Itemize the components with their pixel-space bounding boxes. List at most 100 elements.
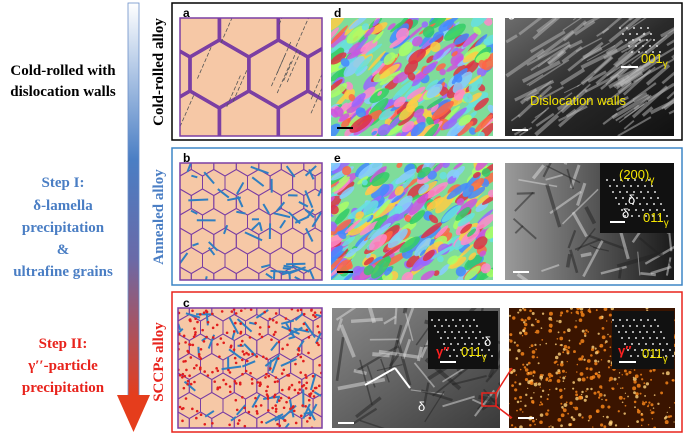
orientation-grain (331, 204, 339, 215)
particle (540, 403, 544, 406)
orientation-grain (409, 193, 429, 216)
zoom-line (495, 367, 513, 394)
particle (222, 341, 226, 345)
particle (274, 404, 277, 407)
orientation-grain (411, 78, 421, 87)
row-label: Cold-rolled alloy (151, 18, 167, 126)
particle (625, 372, 629, 376)
streak (536, 18, 557, 34)
particle (559, 336, 564, 341)
particle (260, 335, 264, 339)
orientation-grain (452, 267, 471, 280)
panel-letter: b (183, 151, 190, 165)
streak (605, 39, 624, 55)
streak (380, 358, 390, 383)
particle (301, 404, 304, 407)
particle (608, 421, 613, 426)
particle (194, 317, 197, 321)
panel-letter: g (508, 6, 515, 20)
delta-lamella (244, 231, 263, 242)
streak (637, 251, 641, 276)
delta-lamella (281, 319, 295, 325)
particle (650, 378, 653, 381)
orientation-grain (455, 266, 466, 277)
streak (474, 389, 496, 417)
streak (584, 206, 597, 225)
spot-label: (200)γ (619, 167, 654, 186)
particle (522, 329, 526, 333)
particle (539, 375, 544, 380)
particle (649, 409, 652, 411)
delta-lamella (282, 267, 291, 270)
particle (260, 420, 264, 424)
stage-label: ultrafine grains (13, 264, 113, 280)
particle (302, 322, 306, 326)
orientation-grain (467, 270, 487, 280)
orientation-grain (371, 130, 377, 136)
particle (558, 319, 562, 324)
particle (560, 360, 564, 364)
diffraction-spot (643, 197, 645, 199)
particle (242, 353, 246, 356)
particle (563, 344, 568, 349)
particle (294, 421, 298, 425)
particle (557, 417, 562, 422)
diffraction-spot (647, 319, 649, 321)
delta-lamella (178, 328, 184, 335)
diffraction-spot (434, 325, 436, 327)
particle (266, 385, 269, 388)
delta-lamella (228, 317, 240, 335)
particle (254, 321, 257, 325)
particle (299, 414, 303, 418)
particle (182, 360, 185, 363)
diffraction-spot (656, 209, 658, 211)
orientation-grain (481, 168, 491, 177)
diffraction-spot (633, 319, 635, 321)
particle (653, 426, 657, 428)
zone-text: 011 (461, 344, 482, 359)
particle (667, 415, 671, 418)
orientation-grain (331, 221, 338, 232)
streak (576, 182, 587, 206)
particle (292, 409, 296, 413)
particle (184, 397, 188, 400)
streak (616, 99, 635, 112)
particle (640, 418, 644, 422)
particle (522, 321, 526, 324)
diffraction-spot (657, 325, 659, 327)
diffraction-spot (460, 349, 462, 351)
orientation-grain (345, 81, 354, 91)
particle (228, 371, 232, 374)
diffraction-spot (647, 27, 649, 29)
orientation-grain (331, 47, 345, 66)
panel-image (505, 18, 674, 136)
particle (560, 343, 563, 347)
orientation-grain (479, 250, 487, 257)
particle (581, 390, 584, 394)
particle (194, 331, 197, 334)
streak (608, 74, 630, 89)
streak (514, 191, 534, 212)
particle (574, 325, 578, 329)
panel-image (331, 163, 493, 280)
orientation-grain (409, 210, 426, 225)
phase-label: γ′′ (618, 343, 631, 358)
particle (601, 326, 605, 330)
delta-lamella (317, 188, 322, 197)
streak (469, 308, 477, 314)
spot-sub: γ (649, 175, 654, 186)
diffraction-spot (657, 197, 659, 199)
orientation-grain (331, 18, 345, 31)
streak (567, 229, 577, 249)
particle (569, 401, 573, 405)
particle (599, 345, 602, 348)
streak (545, 174, 563, 181)
particle (596, 410, 599, 413)
orientation-grain (426, 97, 444, 109)
particle (606, 415, 609, 419)
particle (199, 366, 202, 370)
particle (562, 351, 565, 354)
particle (202, 340, 206, 343)
diffraction-spot (641, 349, 643, 351)
orientation-grain (435, 47, 452, 63)
